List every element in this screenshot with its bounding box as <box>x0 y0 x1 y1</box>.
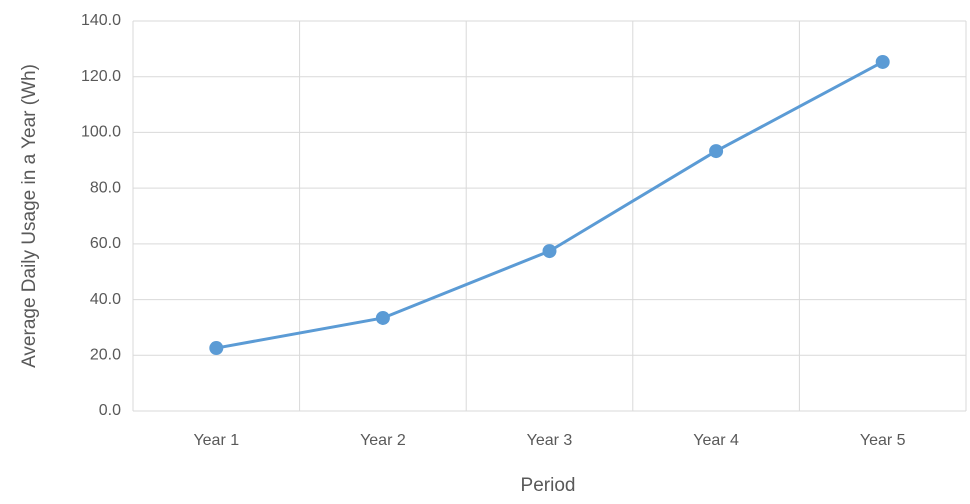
marker <box>875 54 890 69</box>
y-tick-label: 100.0 <box>81 124 121 141</box>
marker <box>542 244 557 259</box>
y-tick-label: 120.0 <box>81 68 121 85</box>
marker <box>209 341 224 356</box>
x-tick-label: Year 4 <box>693 432 739 449</box>
y-tick-label: 140.0 <box>81 12 121 29</box>
y-tick-label: 0.0 <box>99 402 121 419</box>
y-axis-title: Average Daily Usage in a Year (Wh) <box>19 64 40 368</box>
x-tick-label: Year 3 <box>527 432 573 449</box>
x-tick-label: Year 1 <box>193 432 239 449</box>
marker <box>709 144 724 159</box>
y-tick-label: 80.0 <box>90 179 121 196</box>
line <box>216 60 884 350</box>
marker <box>375 310 390 325</box>
y-tick-label: 20.0 <box>90 347 121 364</box>
y-tick-label: 60.0 <box>90 235 121 252</box>
x-tick-label: Year 5 <box>860 432 906 449</box>
x-axis-title: Period <box>521 475 576 496</box>
x-tick-label: Year 2 <box>360 432 406 449</box>
y-tick-label: 40.0 <box>90 291 121 308</box>
